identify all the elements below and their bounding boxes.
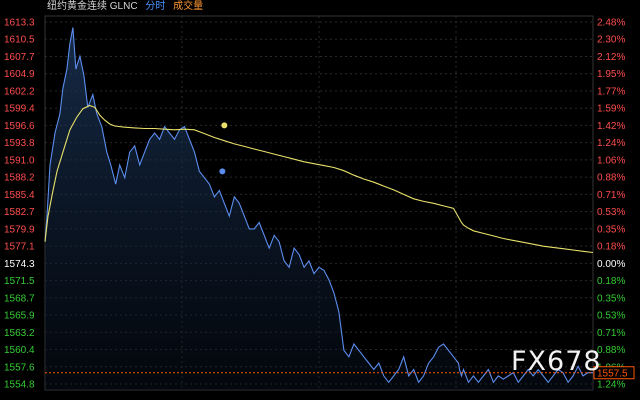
price-tick-label: 1585.4 (4, 190, 35, 201)
price-tick-label: 1571.5 (4, 276, 35, 287)
percent-tick-label: 1.06% (597, 155, 625, 166)
price-tick-label: 1577.1 (4, 242, 35, 253)
price-tick-label: 1602.2 (4, 86, 35, 97)
price-tick-label: 1574.3 (4, 259, 35, 270)
price-tick-label: 1560.4 (4, 345, 35, 356)
price-tick-label: 1593.8 (4, 138, 35, 149)
average-price-line (44, 104, 594, 254)
percent-tick-label: 0.88% (597, 173, 625, 184)
percent-tick-label: 0.71% (597, 190, 625, 201)
price-tick-label: 1596.6 (4, 121, 35, 132)
percent-tick-label: 0.18% (597, 242, 625, 253)
price-tick-label: 1591.0 (4, 155, 35, 166)
price-tick-label: 1563.2 (4, 328, 35, 339)
percent-tick-label: 1.77% (597, 86, 625, 97)
price-tick-label: 1588.2 (4, 173, 35, 184)
price-tick-label: 1613.3 (4, 18, 35, 29)
percent-tick-label: 2.48% (597, 18, 625, 29)
price-line (44, 27, 593, 384)
percent-tick-label: 0.53% (597, 311, 625, 322)
tab-volume[interactable]: 成交量 (173, 1, 204, 12)
percent-tick-label: 0.00% (597, 259, 625, 270)
last-price-label: 1557.5 (597, 369, 628, 380)
percent-tick-label: 0.71% (597, 328, 625, 339)
percent-tick-label: 0.35% (597, 224, 625, 235)
chart-header: 纽约黄金连续 GLNC 分时 成交量 (47, 1, 208, 13)
percent-tick-label: 1.95% (597, 69, 625, 80)
percent-tick-label: 1.24% (597, 138, 625, 149)
price-marker (219, 168, 226, 175)
percent-tick-label: 2.30% (597, 35, 625, 46)
price-tick-label: 1557.6 (4, 362, 35, 373)
price-area (45, 27, 593, 390)
price-tick-label: 1568.7 (4, 293, 35, 304)
price-tick-label: 1604.9 (4, 69, 35, 80)
price-tick-label: 1565.9 (4, 311, 35, 322)
price-tick-label: 1607.7 (4, 52, 35, 63)
price-tick-label: 1599.4 (4, 104, 35, 115)
price-tick-label: 1610.5 (4, 35, 35, 46)
price-tick-label: 1554.8 (4, 380, 35, 391)
last-price-tag (593, 366, 635, 380)
percent-tick-label: 1.59% (597, 104, 625, 115)
percent-tick-label: 0.18% (597, 276, 625, 287)
percent-tick-label: 1.42% (597, 121, 625, 132)
average-marker (221, 122, 228, 129)
tab-timeshare[interactable]: 分时 (145, 1, 166, 12)
percent-tick-label: 0.53% (597, 207, 625, 218)
price-tick-label: 1579.9 (4, 224, 35, 235)
percent-tick-label: 0.35% (597, 293, 625, 304)
instrument-title: 纽约黄金连续 GLNC (47, 1, 138, 12)
fx678-watermark: FX678 (511, 346, 602, 377)
price-tick-label: 1582.7 (4, 207, 35, 218)
percent-tick-label: 2.12% (597, 52, 625, 63)
percent-tick-label: 1.24% (597, 380, 625, 391)
percent-tick-label: 0.88% (597, 345, 625, 356)
